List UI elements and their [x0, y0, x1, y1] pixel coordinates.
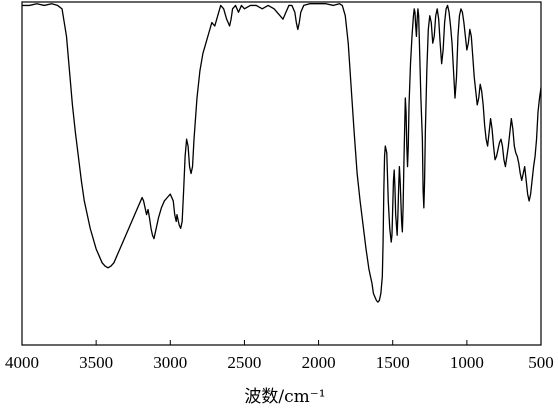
- x-tick-label: 3000: [153, 353, 187, 372]
- x-tick-label: 1000: [450, 353, 484, 372]
- x-tick-label: 2000: [302, 353, 336, 372]
- x-axis-tick-labels: 4000 3500 3000 2500 2000 1500 1000 500: [5, 353, 554, 372]
- x-tick-label: 2500: [227, 353, 261, 372]
- x-axis-ticks: [21, 340, 542, 345]
- x-tick-label: 1500: [376, 353, 410, 372]
- plot-frame: [21, 1, 542, 346]
- x-tick-label: 500: [528, 353, 554, 372]
- x-tick-label: 3500: [79, 353, 113, 372]
- x-tick-label: 4000: [5, 353, 39, 372]
- x-axis-title: 波数/cm⁻¹: [244, 387, 325, 407]
- spectrum-line: [22, 3, 542, 303]
